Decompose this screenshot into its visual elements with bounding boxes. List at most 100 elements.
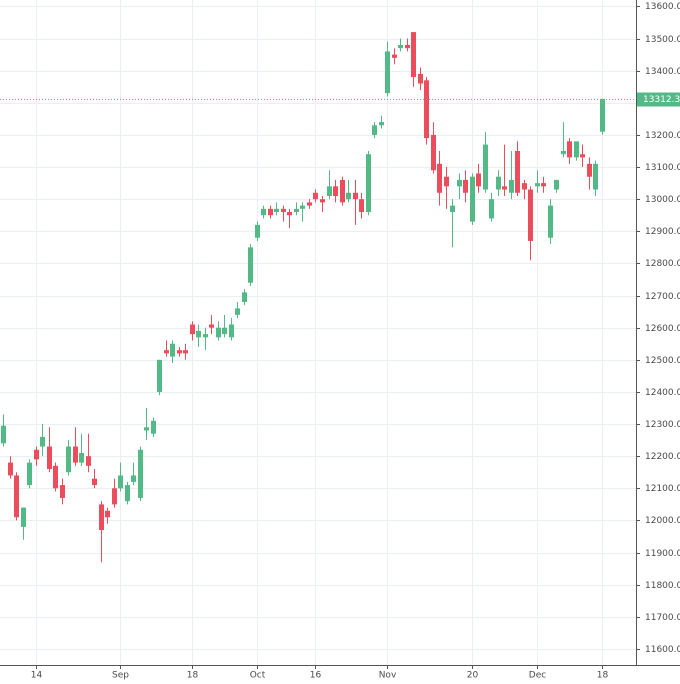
candle-body xyxy=(333,186,338,196)
candle-body xyxy=(528,189,533,241)
candle-body xyxy=(567,141,572,158)
candle-body xyxy=(294,208,299,213)
candle-body xyxy=(522,183,527,190)
candle-body xyxy=(353,192,358,200)
candle-body xyxy=(450,205,455,213)
candle-body xyxy=(86,456,91,466)
candle-body xyxy=(346,192,351,200)
candle-body xyxy=(274,208,279,213)
candle-body xyxy=(248,247,253,283)
candle-body xyxy=(183,350,188,354)
candle-body xyxy=(509,179,514,193)
candle-body xyxy=(405,44,410,49)
candle-body xyxy=(268,208,273,216)
candle-body xyxy=(203,334,208,338)
candle-body xyxy=(476,173,481,187)
candle-body xyxy=(300,205,305,209)
candle-body xyxy=(157,359,162,392)
x-tick-label: Sep xyxy=(112,671,129,681)
candle-body xyxy=(600,98,605,132)
x-tick-label: Oct xyxy=(250,671,266,681)
candle-body xyxy=(411,32,416,78)
candle-body xyxy=(112,488,117,505)
candle-body xyxy=(470,176,475,222)
y-tick-label: 13500.00 xyxy=(645,35,680,45)
candle-body xyxy=(580,154,585,158)
candle-body xyxy=(587,163,592,177)
y-tick-label: 11600.00 xyxy=(645,645,680,655)
x-tick-label: 14 xyxy=(31,671,43,681)
candle-body xyxy=(483,144,488,190)
candle-body xyxy=(515,150,520,193)
candle-body xyxy=(73,446,78,463)
y-tick-label: 12300.00 xyxy=(645,420,680,430)
x-tick-label: Nov xyxy=(379,671,397,681)
y-tick-label: 13400.00 xyxy=(645,67,680,77)
candle-body xyxy=(366,154,371,213)
x-tick-label: 18 xyxy=(187,671,199,681)
candle-body xyxy=(164,350,169,354)
candle-body xyxy=(281,208,286,213)
last-price-label: 13312.30 xyxy=(643,95,680,105)
candle-body xyxy=(561,150,566,155)
candle-body xyxy=(34,449,39,460)
candle-body xyxy=(424,80,429,139)
candle-body xyxy=(1,425,6,444)
candle-body xyxy=(190,324,195,335)
candle-body xyxy=(496,176,501,190)
candle-body xyxy=(79,452,84,463)
candle-body xyxy=(379,122,384,126)
x-tick-label: 16 xyxy=(310,671,322,681)
candle-body xyxy=(47,446,52,470)
candle-body xyxy=(235,308,240,315)
candle-body xyxy=(216,327,221,338)
candle-body xyxy=(431,134,436,171)
y-tick-label: 12400.00 xyxy=(645,388,680,398)
candle-body xyxy=(548,205,553,238)
y-tick-label: 12600.00 xyxy=(645,324,680,334)
y-tick-label: 12100.00 xyxy=(645,484,680,494)
candle-body xyxy=(177,350,182,354)
y-tick-label: 13000.00 xyxy=(645,195,680,205)
candle-body xyxy=(242,292,247,302)
candle-body xyxy=(92,478,97,486)
candle-body xyxy=(320,199,325,203)
candle-body xyxy=(444,176,449,187)
candle-body xyxy=(151,420,156,434)
candle-body xyxy=(340,179,345,203)
x-tick-label: 18 xyxy=(597,671,609,681)
candle-body xyxy=(138,449,143,498)
candle-body xyxy=(14,475,19,518)
y-tick-label: 11800.00 xyxy=(645,581,680,591)
candle-body xyxy=(53,465,58,489)
x-tick-label: 20 xyxy=(467,671,479,681)
candle-body xyxy=(372,125,377,135)
candle-body xyxy=(261,208,266,216)
y-tick-label: 12000.00 xyxy=(645,516,680,526)
candle-body xyxy=(99,504,104,531)
candle-body xyxy=(502,186,507,190)
x-tick-label: Dec xyxy=(529,671,546,681)
y-tick-label: 11700.00 xyxy=(645,613,680,623)
candle-body xyxy=(398,44,403,49)
candle-body xyxy=(255,224,260,238)
candle-body xyxy=(40,436,45,447)
candle-body xyxy=(313,192,318,200)
candle-body xyxy=(105,510,110,518)
y-tick-label: 12200.00 xyxy=(645,452,680,462)
candle-body xyxy=(118,475,123,489)
candle-body xyxy=(489,199,494,219)
candle-body xyxy=(287,212,292,216)
candle-body xyxy=(66,446,71,473)
candle-body xyxy=(307,202,312,206)
candle-body xyxy=(170,343,175,357)
candle-body xyxy=(359,199,364,213)
y-tick-label: 13100.00 xyxy=(645,163,680,173)
y-tick-label: 12700.00 xyxy=(645,292,680,302)
candle-body xyxy=(8,462,13,476)
candle-body xyxy=(593,163,598,190)
candle-body xyxy=(535,183,540,187)
candle-body xyxy=(385,51,390,94)
candle-body xyxy=(196,330,201,338)
